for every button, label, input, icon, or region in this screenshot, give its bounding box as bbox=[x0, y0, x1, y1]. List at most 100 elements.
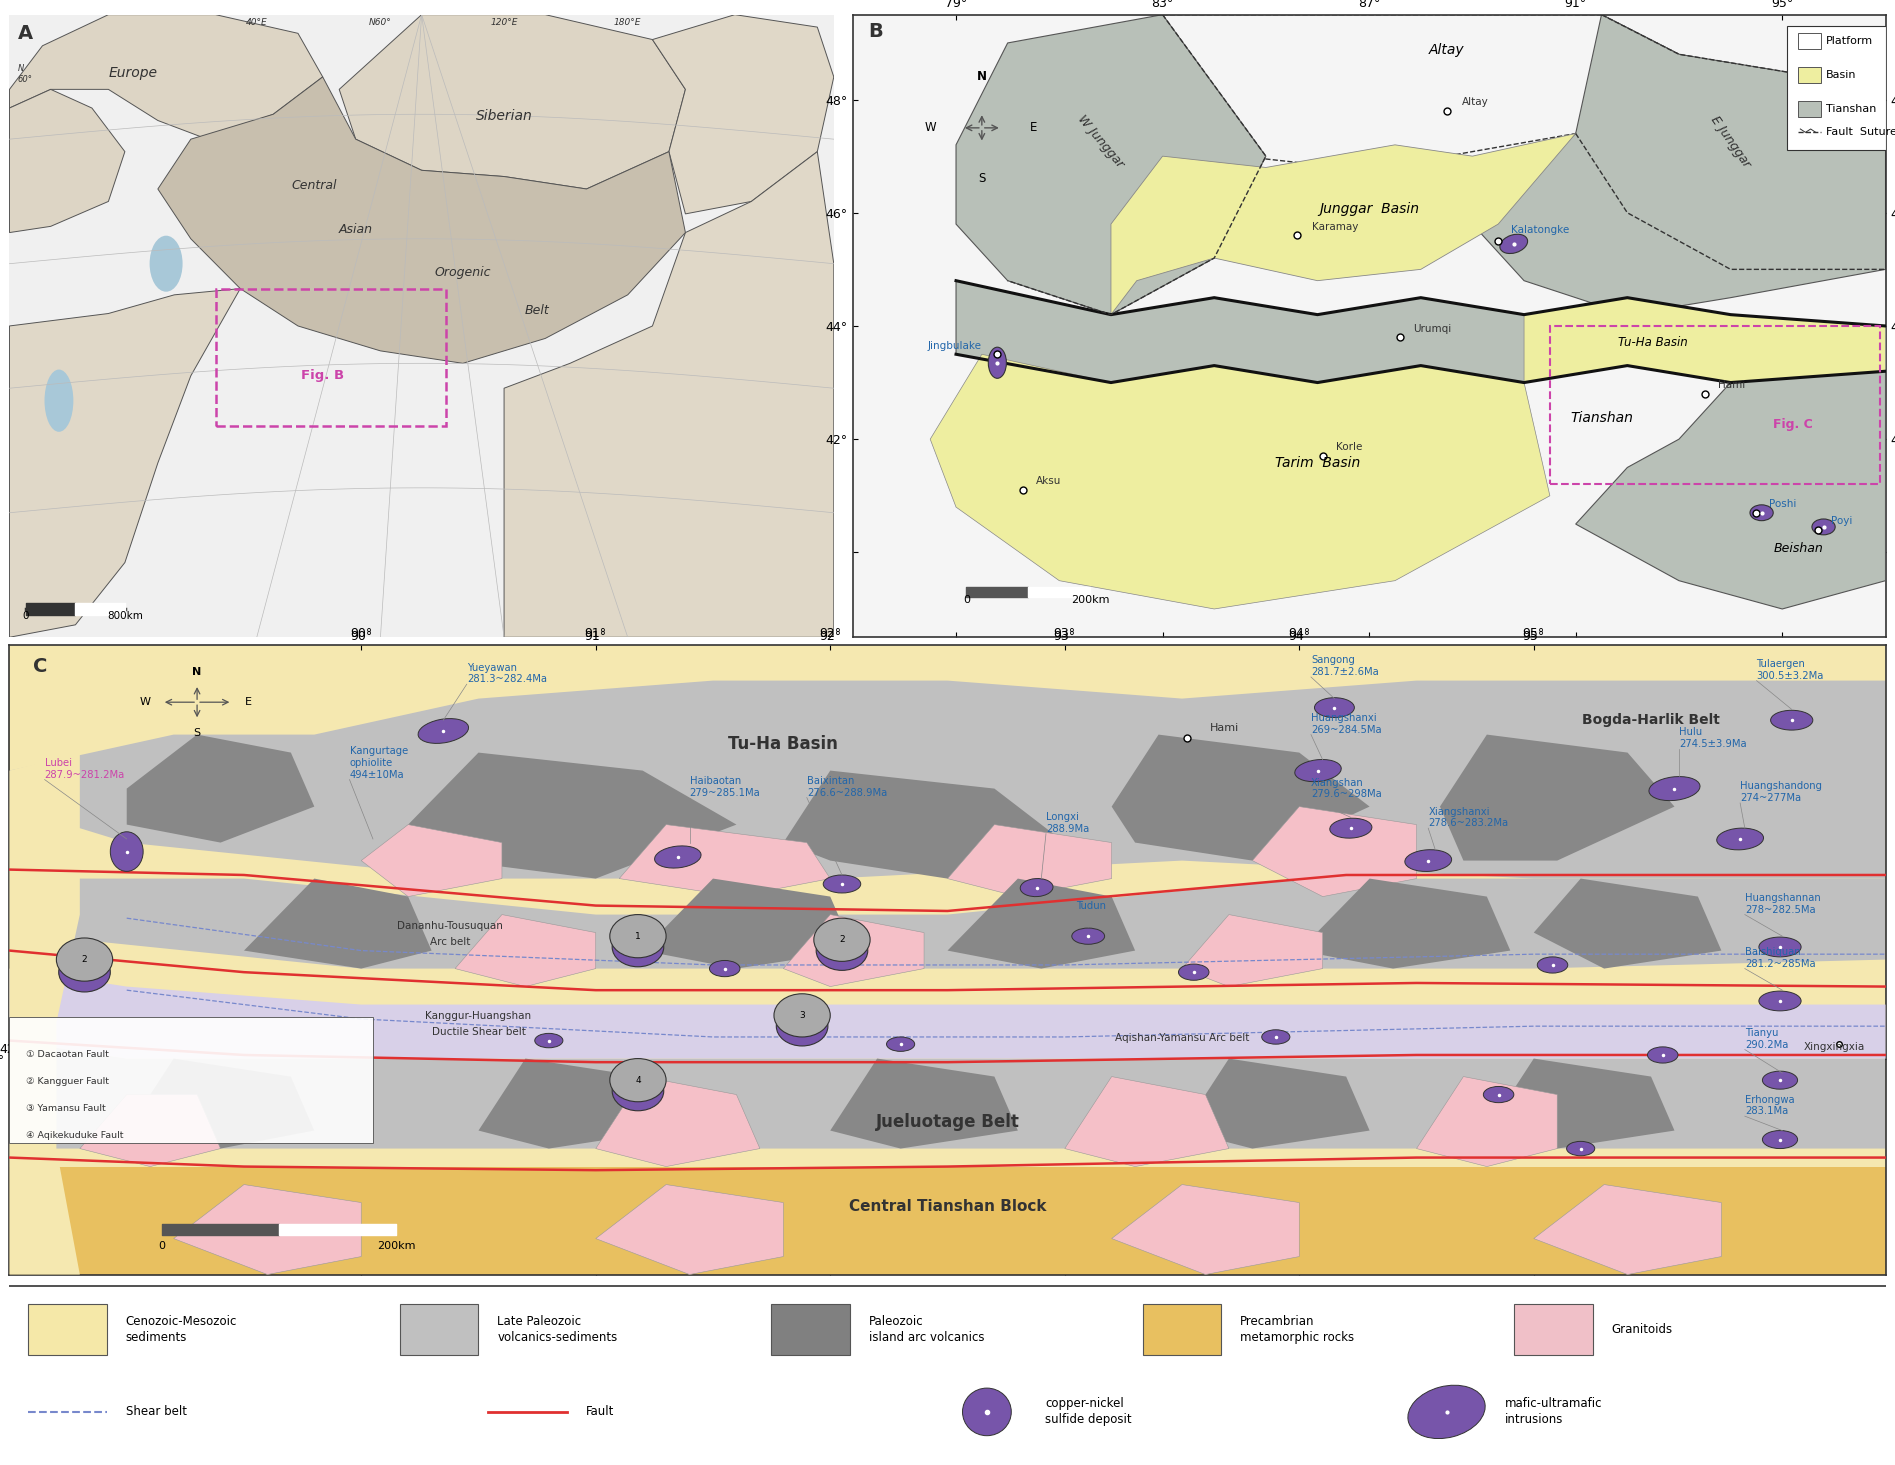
Text: S: S bbox=[978, 173, 985, 185]
Text: Tianshan: Tianshan bbox=[1827, 104, 1876, 114]
Ellipse shape bbox=[709, 961, 739, 977]
Text: Kangurtage
ophiolite
494±10Ma: Kangurtage ophiolite 494±10Ma bbox=[349, 746, 407, 779]
Text: S: S bbox=[193, 728, 201, 738]
Ellipse shape bbox=[1020, 879, 1054, 897]
Text: Huangshanxi
269~284.5Ma: Huangshanxi 269~284.5Ma bbox=[1311, 713, 1381, 734]
Polygon shape bbox=[642, 879, 853, 968]
Circle shape bbox=[612, 1071, 663, 1110]
Circle shape bbox=[817, 930, 868, 970]
Polygon shape bbox=[1059, 15, 1679, 167]
Text: Shear belt: Shear belt bbox=[125, 1405, 188, 1418]
Bar bbox=[28, 1304, 106, 1355]
Ellipse shape bbox=[1330, 819, 1372, 838]
Ellipse shape bbox=[1408, 1386, 1486, 1439]
Bar bbox=[400, 1304, 478, 1355]
Text: Sangong
281.7±2.6Ma: Sangong 281.7±2.6Ma bbox=[1311, 655, 1380, 677]
Text: 42°: 42° bbox=[0, 1043, 21, 1056]
Ellipse shape bbox=[1762, 1071, 1798, 1088]
Text: Huangshandong
274~277Ma: Huangshandong 274~277Ma bbox=[1740, 781, 1823, 803]
Text: Fault  Suture: Fault Suture bbox=[1827, 127, 1895, 138]
Bar bbox=[9, 1017, 373, 1143]
Ellipse shape bbox=[1759, 990, 1800, 1011]
Text: N: N bbox=[193, 667, 201, 677]
Ellipse shape bbox=[1647, 1047, 1677, 1064]
Bar bbox=[1798, 67, 1821, 82]
Bar bbox=[1143, 1304, 1222, 1355]
Text: 94°: 94° bbox=[1289, 630, 1309, 643]
Text: Aksu: Aksu bbox=[1037, 476, 1061, 486]
Ellipse shape bbox=[1812, 519, 1834, 535]
Text: Junggar  Basin: Junggar Basin bbox=[1319, 202, 1419, 215]
Ellipse shape bbox=[887, 1037, 915, 1052]
Text: Karamay: Karamay bbox=[1313, 221, 1359, 231]
Text: Late Paleozoic
volcanics-sediments: Late Paleozoic volcanics-sediments bbox=[496, 1316, 618, 1343]
Polygon shape bbox=[362, 825, 502, 897]
Ellipse shape bbox=[1404, 850, 1452, 872]
Ellipse shape bbox=[1484, 1087, 1514, 1103]
Text: 800km: 800km bbox=[106, 611, 142, 621]
Text: Aqishan-Yamansu Arc belt: Aqishan-Yamansu Arc belt bbox=[1114, 1033, 1249, 1043]
Polygon shape bbox=[1110, 133, 1577, 315]
Text: 93°: 93° bbox=[1054, 630, 1076, 643]
Polygon shape bbox=[127, 1059, 315, 1149]
Polygon shape bbox=[9, 968, 1886, 1059]
Polygon shape bbox=[1533, 879, 1721, 968]
Text: Huangshannan
278~282.5Ma: Huangshannan 278~282.5Ma bbox=[1745, 894, 1821, 914]
Text: Hami: Hami bbox=[1211, 724, 1239, 732]
Text: Belt: Belt bbox=[525, 303, 550, 316]
Text: copper-nickel
sulfide deposit: copper-nickel sulfide deposit bbox=[1044, 1398, 1131, 1427]
Text: 0: 0 bbox=[23, 611, 28, 621]
Text: Xingxingxia: Xingxingxia bbox=[1804, 1042, 1865, 1052]
Polygon shape bbox=[9, 753, 80, 1275]
Polygon shape bbox=[1472, 15, 1886, 315]
Polygon shape bbox=[339, 15, 686, 189]
Text: 180°E: 180°E bbox=[614, 18, 642, 26]
Text: Ductile Shear belt: Ductile Shear belt bbox=[432, 1027, 525, 1037]
Polygon shape bbox=[9, 1040, 1886, 1149]
Text: W: W bbox=[140, 697, 152, 708]
Polygon shape bbox=[1577, 371, 1886, 609]
Text: Europe: Europe bbox=[108, 66, 157, 81]
Ellipse shape bbox=[1749, 505, 1774, 520]
Polygon shape bbox=[783, 771, 1065, 879]
Polygon shape bbox=[407, 753, 737, 879]
Text: Orogenic: Orogenic bbox=[434, 267, 491, 280]
Text: 120°E: 120°E bbox=[491, 18, 517, 26]
Text: Altay: Altay bbox=[1429, 44, 1465, 57]
Polygon shape bbox=[9, 289, 241, 637]
Polygon shape bbox=[652, 15, 834, 214]
Polygon shape bbox=[455, 914, 595, 986]
Ellipse shape bbox=[1499, 234, 1527, 253]
Ellipse shape bbox=[1294, 759, 1342, 782]
Circle shape bbox=[612, 927, 663, 967]
Text: Tulaergen
300.5±3.2Ma: Tulaergen 300.5±3.2Ma bbox=[1757, 659, 1823, 681]
Polygon shape bbox=[1416, 1077, 1558, 1166]
Polygon shape bbox=[1182, 914, 1323, 986]
Text: Urumqi: Urumqi bbox=[1414, 324, 1452, 334]
Text: Kanggur-Huangshan: Kanggur-Huangshan bbox=[424, 1011, 532, 1021]
Text: Basin: Basin bbox=[1827, 70, 1857, 79]
Ellipse shape bbox=[110, 832, 144, 872]
Circle shape bbox=[59, 952, 110, 992]
Polygon shape bbox=[9, 879, 1886, 968]
Text: Dananhu-Tousuquan: Dananhu-Tousuquan bbox=[398, 921, 504, 930]
Polygon shape bbox=[1112, 734, 1370, 860]
Text: ④ Aqikekuduke Fault: ④ Aqikekuduke Fault bbox=[27, 1131, 123, 1140]
Text: Longxi
288.9Ma: Longxi 288.9Ma bbox=[1046, 812, 1090, 834]
Polygon shape bbox=[1065, 1077, 1228, 1166]
Text: Arc belt: Arc belt bbox=[430, 938, 470, 948]
Text: Baixintan
276.6~288.9Ma: Baixintan 276.6~288.9Ma bbox=[807, 776, 887, 797]
Text: 3: 3 bbox=[800, 1011, 805, 1020]
Text: N60°: N60° bbox=[370, 18, 392, 26]
Polygon shape bbox=[1533, 1185, 1721, 1275]
Text: 200km: 200km bbox=[377, 1241, 415, 1251]
Polygon shape bbox=[244, 879, 432, 968]
Text: N
60°: N 60° bbox=[17, 64, 32, 84]
Text: Poyi: Poyi bbox=[1831, 516, 1853, 526]
Text: Asian: Asian bbox=[339, 223, 373, 236]
Ellipse shape bbox=[989, 347, 1006, 378]
Text: 91°: 91° bbox=[586, 630, 606, 643]
Text: Haibaotan
279~285.1Ma: Haibaotan 279~285.1Ma bbox=[690, 776, 760, 797]
Ellipse shape bbox=[44, 369, 74, 432]
Text: Yueyawan
281.3~282.4Ma: Yueyawan 281.3~282.4Ma bbox=[466, 662, 548, 684]
